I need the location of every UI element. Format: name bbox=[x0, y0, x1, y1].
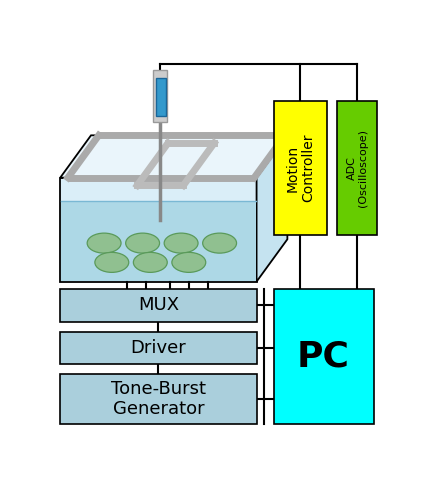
Ellipse shape bbox=[203, 233, 237, 253]
Text: PC: PC bbox=[297, 340, 350, 374]
Polygon shape bbox=[257, 135, 287, 281]
Text: ADC
(Oscilloscope): ADC (Oscilloscope) bbox=[347, 129, 368, 207]
Text: MUX: MUX bbox=[138, 296, 179, 314]
Polygon shape bbox=[60, 178, 257, 281]
Bar bbox=[60, 289, 257, 322]
Polygon shape bbox=[60, 135, 287, 178]
Polygon shape bbox=[61, 201, 256, 281]
Bar bbox=[338, 101, 377, 235]
Bar bbox=[156, 78, 166, 116]
Bar bbox=[273, 101, 327, 235]
Bar bbox=[60, 331, 257, 364]
Text: Driver: Driver bbox=[131, 339, 186, 357]
Ellipse shape bbox=[172, 252, 206, 272]
Text: Motion
Controller: Motion Controller bbox=[285, 134, 315, 202]
Bar bbox=[153, 70, 167, 122]
Ellipse shape bbox=[134, 252, 167, 272]
Text: Tone-Burst
Generator: Tone-Burst Generator bbox=[111, 380, 206, 418]
Bar bbox=[60, 374, 257, 424]
Ellipse shape bbox=[95, 252, 129, 272]
Bar bbox=[273, 289, 374, 424]
Ellipse shape bbox=[126, 233, 159, 253]
Ellipse shape bbox=[164, 233, 198, 253]
Ellipse shape bbox=[87, 233, 121, 253]
